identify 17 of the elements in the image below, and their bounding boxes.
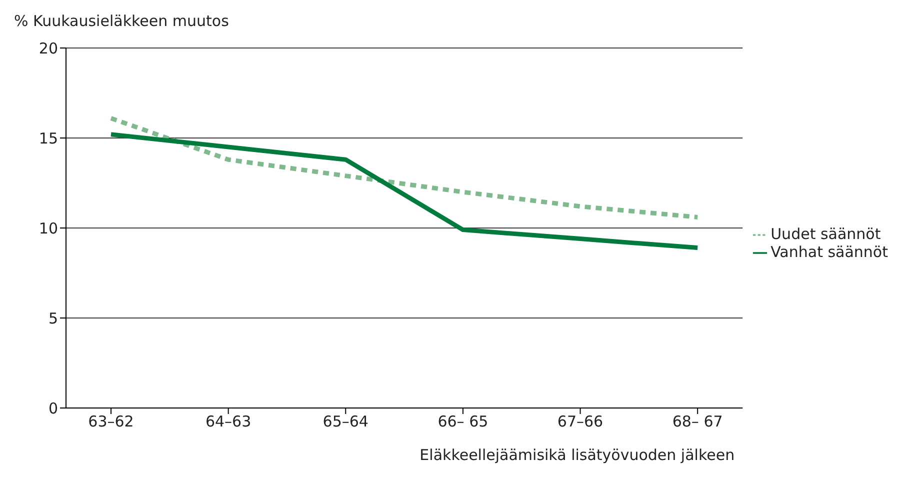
y-tick-label: 5 bbox=[48, 309, 58, 328]
x-axis-title: Eläkkeellejäämisikä lisätyövuoden jälkeen bbox=[420, 446, 735, 464]
x-tick-label: 68– 67 bbox=[672, 412, 723, 431]
x-tick-label: 65–64 bbox=[322, 412, 368, 431]
x-tick-label: 66– 65 bbox=[438, 412, 488, 431]
legend-label: Uudet säännöt bbox=[770, 225, 881, 243]
y-axis-title: % Kuukausieläkkeen muutos bbox=[14, 12, 229, 30]
line-series bbox=[108, 116, 700, 220]
x-tick-label: 64–63 bbox=[205, 412, 252, 431]
y-tick-label: 0 bbox=[48, 399, 58, 418]
y-tick-label: 20 bbox=[38, 39, 58, 58]
y-tick-label: 15 bbox=[38, 129, 58, 148]
legend-label: Vanhat säännöt bbox=[770, 243, 888, 261]
x-tick-label: 63–62 bbox=[88, 412, 134, 431]
y-tick-label: 10 bbox=[38, 219, 58, 238]
x-tick-label: 67–66 bbox=[557, 412, 604, 431]
line-series bbox=[108, 132, 700, 250]
